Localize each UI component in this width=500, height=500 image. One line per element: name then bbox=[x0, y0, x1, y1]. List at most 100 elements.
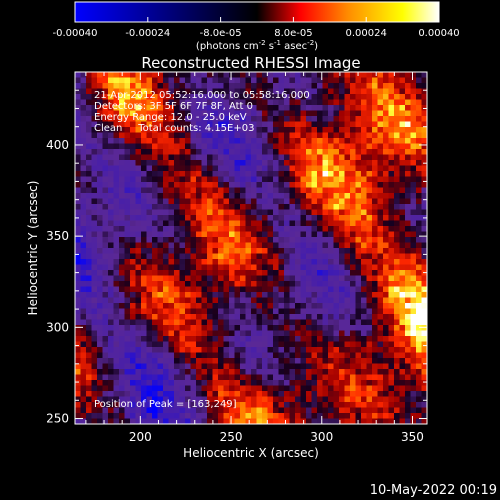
heatmap-pixel bbox=[75, 286, 81, 293]
heatmap-pixel bbox=[113, 72, 120, 78]
heatmap-pixel bbox=[223, 314, 230, 320]
heatmap-pixel bbox=[410, 341, 417, 348]
heatmap-pixel bbox=[218, 385, 224, 392]
heatmap-pixel bbox=[284, 286, 290, 293]
heatmap-pixel bbox=[163, 198, 169, 205]
heatmap-pixel bbox=[113, 358, 120, 364]
heatmap-pixel bbox=[416, 77, 422, 84]
heatmap-pixel bbox=[163, 116, 169, 122]
heatmap-pixel bbox=[179, 418, 186, 424]
heatmap-pixel bbox=[207, 132, 213, 139]
heatmap-pixel bbox=[201, 94, 208, 100]
heatmap-pixel bbox=[322, 275, 329, 282]
heatmap-pixel bbox=[130, 341, 136, 348]
heatmap-pixel bbox=[251, 413, 257, 419]
heatmap-pixel bbox=[146, 336, 153, 342]
heatmap-pixel bbox=[75, 132, 81, 139]
heatmap-pixel bbox=[410, 391, 417, 397]
heatmap-pixel bbox=[185, 83, 191, 89]
heatmap-pixel bbox=[179, 132, 186, 139]
heatmap-pixel bbox=[212, 176, 219, 183]
heatmap-pixel bbox=[410, 297, 417, 304]
heatmap-pixel bbox=[86, 297, 92, 304]
heatmap-pixel bbox=[163, 286, 169, 293]
heatmap-pixel bbox=[223, 83, 230, 89]
heatmap-pixel bbox=[190, 94, 197, 100]
heatmap-pixel bbox=[130, 413, 136, 419]
heatmap-pixel bbox=[333, 303, 340, 309]
heatmap-pixel bbox=[168, 253, 175, 260]
heatmap-pixel bbox=[399, 171, 406, 177]
heatmap-pixel bbox=[146, 297, 153, 304]
heatmap-pixel bbox=[333, 385, 340, 392]
heatmap-pixel bbox=[416, 99, 422, 106]
heatmap-pixel bbox=[146, 396, 153, 403]
heatmap-pixel bbox=[267, 248, 274, 254]
heatmap-pixel bbox=[317, 275, 323, 282]
heatmap-pixel bbox=[295, 237, 301, 243]
heatmap-pixel bbox=[421, 176, 427, 183]
heatmap-pixel bbox=[267, 99, 274, 106]
heatmap-pixel bbox=[124, 303, 131, 309]
heatmap-pixel bbox=[267, 165, 274, 172]
heatmap-pixel bbox=[157, 336, 164, 342]
heatmap-pixel bbox=[201, 352, 208, 359]
heatmap-pixel bbox=[146, 363, 153, 370]
heatmap-pixel bbox=[240, 413, 246, 419]
heatmap-pixel bbox=[416, 116, 422, 122]
heatmap-pixel bbox=[102, 143, 109, 150]
heatmap-pixel bbox=[322, 292, 329, 298]
heatmap-pixel bbox=[163, 226, 169, 232]
heatmap-pixel bbox=[240, 336, 246, 342]
heatmap-pixel bbox=[168, 121, 175, 128]
heatmap-pixel bbox=[405, 385, 411, 392]
heatmap-pixel bbox=[141, 88, 147, 95]
heatmap-pixel bbox=[212, 336, 219, 342]
heatmap-pixel bbox=[223, 220, 230, 227]
heatmap-pixel bbox=[322, 105, 329, 111]
heatmap-pixel bbox=[207, 215, 213, 221]
heatmap-pixel bbox=[355, 297, 362, 304]
heatmap-pixel bbox=[218, 231, 224, 238]
heatmap-pixel bbox=[405, 116, 411, 122]
heatmap-pixel bbox=[119, 253, 125, 260]
heatmap-pixel bbox=[190, 369, 197, 375]
heatmap-pixel bbox=[372, 242, 378, 249]
heatmap-pixel bbox=[421, 182, 427, 188]
heatmap-pixel bbox=[86, 154, 92, 161]
heatmap-pixel bbox=[229, 105, 235, 111]
heatmap-pixel bbox=[317, 88, 323, 95]
heatmap-pixel bbox=[141, 94, 147, 100]
heatmap-pixel bbox=[311, 138, 318, 144]
heatmap-pixel bbox=[306, 204, 312, 210]
heatmap-pixel bbox=[372, 396, 378, 403]
heatmap-pixel bbox=[284, 325, 290, 331]
heatmap-pixel bbox=[339, 286, 345, 293]
heatmap-pixel bbox=[399, 160, 406, 166]
heatmap-pixel bbox=[135, 237, 142, 243]
heatmap-pixel bbox=[179, 253, 186, 260]
heatmap-pixel bbox=[141, 352, 147, 359]
heatmap-pixel bbox=[366, 303, 373, 309]
heatmap-pixel bbox=[168, 94, 175, 100]
heatmap-pixel bbox=[223, 325, 230, 331]
heatmap-pixel bbox=[196, 330, 202, 337]
heatmap-pixel bbox=[86, 374, 92, 381]
heatmap-pixel bbox=[339, 209, 345, 216]
heatmap-pixel bbox=[75, 248, 81, 254]
heatmap-pixel bbox=[388, 99, 395, 106]
heatmap-pixel bbox=[174, 374, 180, 381]
heatmap-pixel bbox=[223, 292, 230, 298]
heatmap-pixel bbox=[234, 330, 241, 337]
heatmap-pixel bbox=[113, 396, 120, 403]
heatmap-pixel bbox=[190, 275, 197, 282]
heatmap-pixel bbox=[212, 264, 219, 271]
heatmap-pixel bbox=[168, 138, 175, 144]
heatmap-pixel bbox=[306, 418, 312, 424]
heatmap-pixel bbox=[300, 330, 307, 337]
heatmap-pixel bbox=[372, 314, 378, 320]
heatmap-pixel bbox=[328, 292, 334, 298]
heatmap-pixel bbox=[405, 325, 411, 331]
heatmap-pixel bbox=[86, 407, 92, 414]
heatmap-pixel bbox=[240, 99, 246, 106]
